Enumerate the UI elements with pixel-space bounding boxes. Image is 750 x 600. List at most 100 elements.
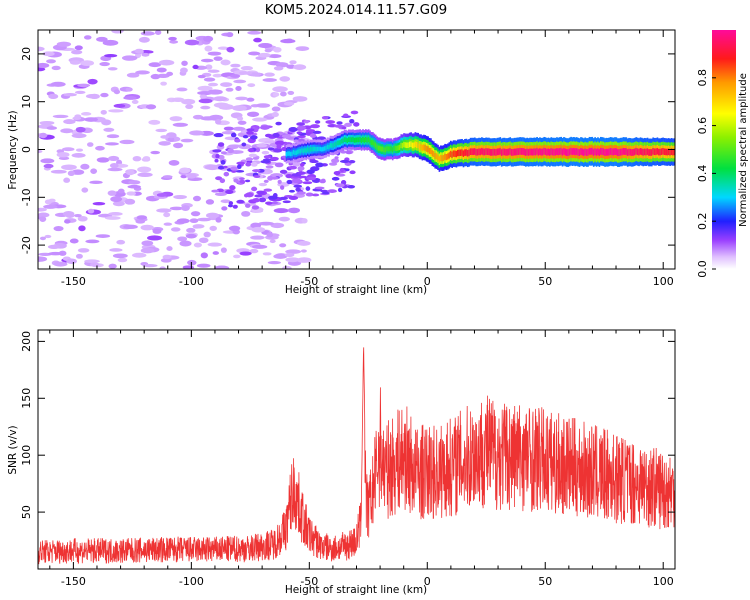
ridge-cell — [447, 153, 449, 160]
noise-blob — [248, 51, 261, 56]
ridge-cell — [608, 148, 611, 156]
noise-blob — [96, 36, 108, 42]
noise-blob — [80, 163, 90, 170]
noise-blob — [104, 54, 118, 58]
noise-blob — [119, 139, 135, 145]
noise-blob — [321, 191, 330, 195]
ridge-cell — [534, 148, 537, 156]
noise-blob — [163, 222, 173, 226]
ridge-cell — [601, 148, 604, 155]
noise-blob — [90, 168, 98, 174]
ridge-cell — [452, 150, 455, 157]
ridge-cell — [645, 148, 647, 156]
noise-blob — [251, 186, 258, 192]
noise-blob — [235, 170, 245, 173]
noise-blob — [213, 56, 223, 61]
noise-blob — [305, 192, 314, 197]
noise-blob — [250, 161, 258, 167]
noise-blob — [160, 81, 167, 86]
noise-blob — [203, 77, 216, 82]
noise-blob — [103, 127, 115, 132]
noise-blob — [179, 167, 191, 174]
noise-blob — [349, 170, 356, 175]
noise-blob — [263, 155, 272, 159]
ridge-cell — [529, 148, 531, 156]
noise-blob — [147, 235, 163, 241]
noise-blob — [74, 90, 86, 95]
noise-blob — [256, 143, 268, 148]
ridge-cell — [386, 146, 388, 152]
spectrogram-x-tick-label: 50 — [538, 275, 552, 288]
noise-blob — [140, 31, 155, 36]
noise-blob — [69, 238, 79, 244]
noise-blob — [339, 167, 345, 173]
noise-blob — [71, 49, 83, 55]
noise-blob — [310, 124, 320, 129]
ridge-cell — [611, 148, 613, 156]
noise-blob — [244, 179, 251, 183]
noise-blob — [39, 120, 55, 125]
noise-blob — [200, 105, 211, 110]
noise-blob — [273, 46, 282, 53]
ridge-cell — [624, 148, 626, 155]
noise-blob — [234, 138, 241, 143]
noise-blob — [40, 158, 55, 164]
noise-blob — [50, 169, 67, 174]
ridge-cell — [669, 149, 671, 156]
noise-blob — [131, 252, 147, 258]
noise-blob — [297, 240, 311, 246]
noise-blob — [38, 46, 45, 52]
noise-blob — [214, 158, 219, 163]
noise-blob — [43, 204, 58, 209]
ridge-cell — [423, 144, 425, 151]
ridge-cell — [415, 142, 418, 148]
ridge-cell — [650, 149, 653, 156]
noise-blob — [140, 247, 155, 254]
noise-blob — [232, 105, 247, 112]
ridge-cell — [332, 143, 335, 148]
ridge-cell — [384, 147, 387, 153]
noise-blob — [288, 195, 299, 200]
ridge-cell — [455, 150, 458, 158]
noise-blob — [246, 128, 255, 132]
noise-blob — [239, 177, 245, 181]
ridge-cell — [383, 147, 386, 153]
noise-blob — [150, 73, 161, 80]
noise-blob — [271, 201, 278, 205]
ridge-cell — [299, 148, 302, 154]
ridge-cell — [507, 148, 510, 156]
noise-blob — [172, 122, 189, 127]
noise-blob — [134, 48, 144, 54]
ridge-cell — [632, 148, 635, 156]
ridge-cell — [628, 148, 630, 156]
noise-blob — [123, 96, 137, 100]
ridge-cell — [616, 149, 619, 157]
snr-x-tick-label: 0 — [424, 575, 431, 588]
noise-blob — [52, 114, 69, 119]
ridge-cell — [400, 142, 403, 149]
noise-blob — [228, 225, 241, 232]
ridge-cell — [294, 150, 296, 156]
ridge-cell — [342, 138, 344, 144]
noise-blob — [205, 64, 213, 70]
ridge-cell — [566, 149, 568, 156]
noise-blob — [61, 164, 77, 171]
snr-y-tick-label: 200 — [20, 331, 33, 352]
noise-blob — [269, 176, 280, 180]
ridge-cell — [411, 142, 414, 149]
ridge-cell — [584, 148, 587, 156]
noise-blob — [252, 127, 259, 133]
noise-blob — [156, 67, 167, 73]
noise-blob — [215, 153, 220, 159]
ridge-cell — [590, 147, 592, 155]
ridge-cell — [553, 148, 555, 156]
spectrogram-ridge — [285, 129, 675, 172]
noise-blob — [306, 176, 317, 181]
noise-blob — [104, 216, 121, 220]
noise-blob — [85, 239, 100, 244]
ridge-cell — [591, 147, 594, 155]
ridge-cell — [547, 148, 550, 156]
noise-blob — [179, 240, 192, 247]
ridge-cell — [478, 148, 480, 156]
noise-blob — [349, 118, 355, 124]
